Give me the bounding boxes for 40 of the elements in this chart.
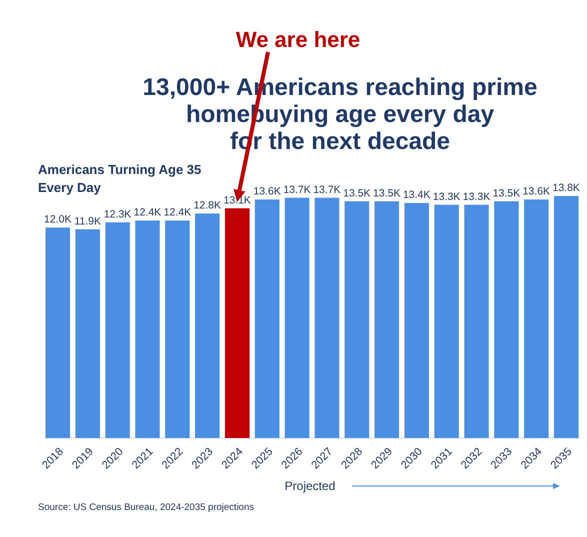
data-label: 13.6K (522, 186, 550, 198)
data-label: 12.8K (194, 200, 222, 212)
bar (464, 204, 489, 438)
bar (524, 200, 549, 438)
data-label: 12.4K (134, 206, 162, 219)
data-label: 13.5K (343, 187, 371, 200)
source-note: Source: US Census Bureau, 2024-2035 projections (38, 502, 254, 513)
bar (314, 198, 340, 438)
bar (105, 222, 130, 438)
bar (434, 204, 459, 438)
bar (195, 214, 220, 438)
data-label: 13.7K (283, 184, 311, 196)
data-label: 13.8K (552, 182, 580, 194)
data-label: 13.1K (223, 194, 251, 206)
bar (344, 201, 370, 438)
bar (254, 200, 280, 438)
bar (284, 198, 310, 438)
bar (135, 220, 160, 438)
data-label: 12.3K (104, 208, 132, 220)
bar (75, 229, 100, 438)
data-label: 12.0K (44, 214, 72, 226)
text: We are here (236, 27, 360, 52)
data-label: 13.6K (253, 186, 281, 198)
bar (45, 228, 70, 438)
data-label: 13.5K (492, 187, 520, 200)
bar (165, 220, 190, 438)
bar (494, 201, 519, 438)
bar (404, 203, 429, 438)
data-label: 13.5K (373, 187, 401, 200)
data-label: 11.9K (74, 215, 102, 228)
chart-subtitle: Americans Turning Age 35 Every Day (38, 162, 202, 195)
text: Projected (284, 479, 336, 493)
bar (224, 208, 250, 438)
data-label: 12.4K (164, 206, 192, 219)
bar (374, 201, 400, 438)
data-label: 13.4K (402, 189, 430, 202)
data-label: 13.3K (462, 190, 490, 203)
bar (554, 196, 579, 438)
data-label: 13.3K (432, 190, 460, 203)
data-label: 13.7K (313, 184, 341, 196)
